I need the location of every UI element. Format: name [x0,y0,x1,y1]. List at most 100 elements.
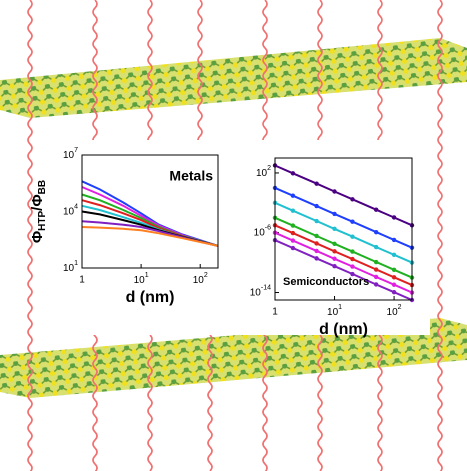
tick-base: 10 [387,307,399,318]
point [314,233,319,239]
point [290,230,296,236]
series-line [274,231,413,294]
chart-title: Metals [169,168,213,184]
tick-base: 10 [134,275,146,286]
point [314,203,319,209]
point [350,264,355,269]
point [290,245,296,251]
tick-label: 101 [134,272,149,286]
y-label-part: BB [37,180,48,194]
chain [27,0,33,471]
tick-base: 10 [63,263,75,274]
point [350,219,355,224]
point [373,282,379,287]
point [391,290,397,295]
series-line [274,201,413,264]
point [373,229,379,235]
lattice [0,318,467,398]
point [350,256,355,262]
point [290,208,296,213]
point [391,215,397,220]
series-line [81,226,219,247]
point [373,267,379,272]
point [391,275,397,280]
tick-exponent: 1 [74,260,78,267]
point [314,241,319,246]
x-axis-label: d (nm) [319,321,368,338]
tick-label: 102 [193,272,208,286]
point [290,223,296,228]
y-label-part: HTP [37,210,48,230]
tick-exponent: -6 [265,225,271,232]
tick-exponent: 7 [74,147,78,154]
tick-exponent: 1 [338,304,342,311]
plot-frame [81,154,219,269]
tick-exponent: 2 [267,165,271,172]
point [332,249,337,254]
series-line [274,239,413,301]
chain [147,0,153,145]
top-layer [0,38,467,118]
tick-label: 1 [79,275,85,286]
point [350,249,355,254]
plot-frame [274,157,413,301]
point [332,189,337,194]
series-line [274,216,413,279]
tick-exponent: 2 [204,272,208,279]
chain [317,334,323,471]
series-line [274,186,413,249]
point [373,259,379,265]
tick-base: 10 [254,227,266,238]
point [332,211,337,217]
tick-exponent: 2 [398,304,402,311]
point [314,248,319,254]
tick-base: 10 [250,287,262,298]
tick-label: 101 [63,260,78,274]
tick-label: 101 [327,304,342,318]
chart-title: Semiconductors [283,276,369,288]
point [373,207,379,212]
tick-label: 102 [387,304,402,318]
tick-exponent: 4 [74,203,78,210]
series-line [274,164,413,227]
lattice [0,38,467,118]
point [391,267,397,272]
tick-base: 10 [63,206,75,217]
x-axis-label: d (nm) [126,289,175,306]
point [290,238,296,243]
point [391,252,397,258]
chain [197,0,203,145]
tick-base: 10 [327,307,339,318]
point [314,256,319,261]
tick-label: 104 [63,203,78,217]
tick-base: 10 [256,168,268,179]
y-label-part: /Φ [29,194,46,210]
y-axis-label: ΦHTP/ΦBB [29,180,48,243]
point [332,264,337,269]
point [350,234,355,239]
point [332,256,337,261]
tick-label: 10-14 [250,284,271,298]
chain [437,0,443,471]
y-label-part: Φ [29,231,46,243]
tick-base: 10 [193,275,205,286]
tick-exponent: 1 [145,272,149,279]
panel [240,140,430,335]
point [373,244,379,250]
tick-label: 107 [63,147,78,161]
chain [207,334,213,471]
tick-exponent: -14 [261,284,271,291]
point [350,271,355,277]
point [332,241,337,247]
point [314,181,319,186]
bottom-layer [0,318,467,398]
chain [147,334,153,471]
series-line [274,224,413,287]
point [350,197,355,202]
point [391,237,397,243]
point [373,274,379,280]
